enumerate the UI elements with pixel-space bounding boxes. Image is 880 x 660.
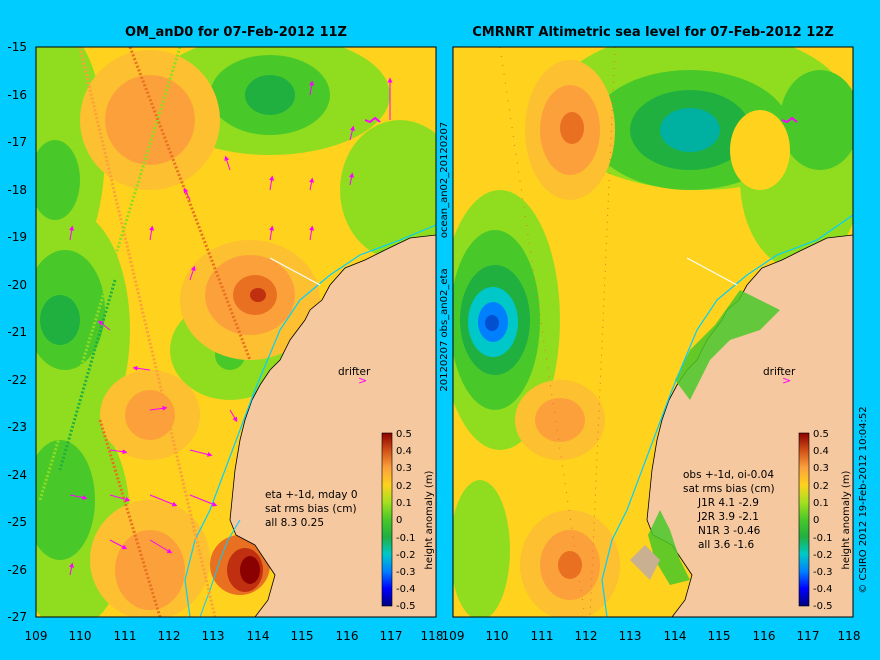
right-map-frame: [452, 46, 854, 618]
svg-text:-0.3: -0.3: [396, 567, 416, 578]
svg-text:-25: -25: [7, 515, 27, 529]
vertical-label-bottom: 20120207 obs_an02_eta: [439, 268, 450, 391]
svg-text:-0.1: -0.1: [396, 533, 416, 544]
copyright-label: © CSIRO 2012 19-Feb-2012 10:04:52: [858, 406, 869, 593]
svg-text:-0.5: -0.5: [813, 601, 833, 612]
svg-text:116: 116: [336, 629, 359, 643]
vertical-label-top: ocean_an02_20120207: [439, 122, 450, 238]
svg-text:110: 110: [69, 629, 92, 643]
svg-text:height anomaly (m): height anomaly (m): [424, 470, 435, 569]
svg-text:113: 113: [619, 629, 642, 643]
left-colorbar: 0.5 0.4 0.3 0.2 0.1 0 -0.1 -0.2 -0.3 -0.…: [381, 429, 435, 612]
svg-text:J1R 4.1 -2.9: J1R 4.1 -2.9: [697, 497, 759, 509]
svg-text:-23: -23: [7, 420, 27, 434]
svg-text:-0.4: -0.4: [396, 584, 416, 595]
svg-text:all 3.6 -1.6: all 3.6 -1.6: [698, 539, 754, 551]
drifter-label-right: drifter: [763, 366, 796, 378]
svg-text:-22: -22: [7, 373, 27, 387]
svg-text:-15: -15: [7, 40, 27, 54]
svg-text:-19: -19: [7, 230, 27, 244]
drifter-marker-left: >: [358, 374, 367, 387]
left-map: drifter >: [36, 47, 436, 617]
svg-text:115: 115: [291, 629, 314, 643]
svg-text:110: 110: [486, 629, 509, 643]
svg-text:-21: -21: [7, 325, 27, 339]
svg-text:all 8.3 0.25: all 8.3 0.25: [265, 517, 324, 529]
svg-text:109: 109: [442, 629, 465, 643]
svg-text:0.2: 0.2: [396, 481, 412, 492]
svg-text:-0.2: -0.2: [396, 550, 416, 561]
left-panel: OM_anD0 for 07-Feb-2012 11Z: [7, 25, 444, 643]
drifter-label-left: drifter: [338, 366, 371, 378]
svg-text:0: 0: [396, 515, 402, 526]
svg-text:-0.4: -0.4: [813, 584, 833, 595]
svg-text:-0.5: -0.5: [396, 601, 416, 612]
svg-text:sat rms bias (cm): sat rms bias (cm): [265, 503, 357, 515]
svg-text:0.4: 0.4: [396, 446, 412, 457]
svg-text:0.5: 0.5: [396, 429, 412, 440]
svg-text:-27: -27: [7, 610, 27, 624]
svg-text:-26: -26: [7, 563, 27, 577]
svg-text:0.5: 0.5: [813, 429, 829, 440]
svg-text:-24: -24: [7, 468, 27, 482]
left-annotation: eta +-1d, mday 0 sat rms bias (cm) all 8…: [265, 489, 358, 529]
svg-text:109: 109: [25, 629, 48, 643]
drifter-marker-right: >: [782, 374, 791, 387]
svg-text:-0.3: -0.3: [813, 567, 833, 578]
left-y-axis: -15 -16 -17 -18 -19 -20 -21 -22 -23 -24 …: [7, 40, 27, 624]
svg-text:N1R 3 -0.46: N1R 3 -0.46: [698, 525, 761, 537]
svg-text:114: 114: [664, 629, 687, 643]
left-x-axis: 109 110 111 112 113 114 115 116 117 118: [25, 629, 444, 643]
svg-text:-16: -16: [7, 88, 27, 102]
svg-text:0.1: 0.1: [813, 498, 829, 509]
svg-text:111: 111: [531, 629, 554, 643]
right-panel-title: CMRNRT Altimetric sea level for 07-Feb-2…: [472, 25, 834, 40]
svg-text:-17: -17: [7, 135, 27, 149]
svg-text:0.2: 0.2: [813, 481, 829, 492]
svg-text:0: 0: [813, 515, 819, 526]
svg-text:116: 116: [753, 629, 776, 643]
svg-text:0.3: 0.3: [396, 463, 412, 474]
svg-text:sat rms bias (cm): sat rms bias (cm): [683, 483, 775, 495]
svg-text:115: 115: [708, 629, 731, 643]
svg-text:0.3: 0.3: [813, 463, 829, 474]
current-vectors-left: [69, 77, 393, 576]
svg-text:114: 114: [247, 629, 270, 643]
svg-text:-0.2: -0.2: [813, 550, 833, 561]
left-panel-title: OM_anD0 for 07-Feb-2012 11Z: [125, 25, 347, 40]
svg-text:111: 111: [114, 629, 137, 643]
svg-text:eta +-1d, mday 0: eta +-1d, mday 0: [265, 489, 358, 501]
right-x-axis: 109 110 111 112 113 114 115 116 117 118: [442, 629, 861, 643]
svg-text:-0.1: -0.1: [813, 533, 833, 544]
right-annotation: obs +-1d, oi-0.04 sat rms bias (cm) J1R …: [683, 469, 775, 551]
svg-text:height anomaly (m): height anomaly (m): [841, 470, 852, 569]
svg-text:112: 112: [575, 629, 598, 643]
right-map: drifter >: [453, 47, 853, 617]
svg-text:J2R 3.9 -2.1: J2R 3.9 -2.1: [697, 511, 759, 523]
right-panel: CMRNRT Altimetric sea level for 07-Feb-2…: [442, 25, 861, 643]
left-map-frame: [35, 46, 437, 618]
svg-text:0.1: 0.1: [396, 498, 412, 509]
svg-text:-20: -20: [7, 278, 27, 292]
svg-text:obs +-1d, oi-0.04: obs +-1d, oi-0.04: [683, 469, 774, 481]
svg-text:113: 113: [202, 629, 225, 643]
svg-text:112: 112: [158, 629, 181, 643]
svg-text:117: 117: [797, 629, 820, 643]
svg-text:118: 118: [421, 629, 444, 643]
svg-text:117: 117: [380, 629, 403, 643]
svg-text:118: 118: [838, 629, 861, 643]
svg-text:-18: -18: [7, 183, 27, 197]
right-colorbar: 0.5 0.4 0.3 0.2 0.1 0 -0.1 -0.2 -0.3 -0.…: [798, 429, 852, 612]
svg-text:0.4: 0.4: [813, 446, 829, 457]
